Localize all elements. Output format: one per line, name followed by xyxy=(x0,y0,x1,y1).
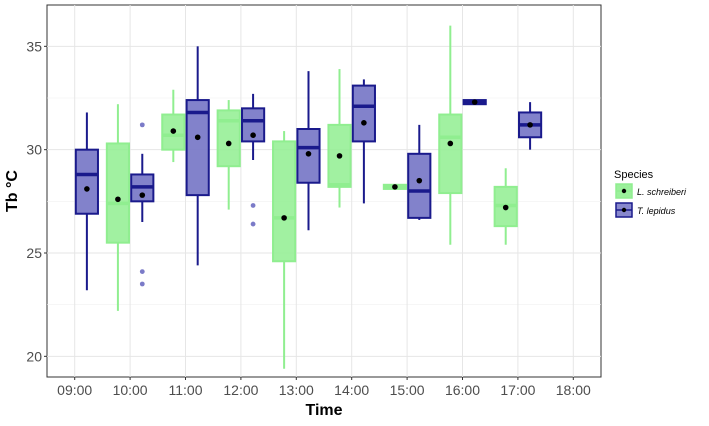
mean-point xyxy=(139,192,146,198)
box-group xyxy=(382,183,407,190)
boxes-layer xyxy=(74,25,543,369)
y-tick-labels: 20 25 30 35 xyxy=(26,38,47,364)
outlier-point xyxy=(250,221,256,227)
box-group xyxy=(161,89,186,163)
box-group xyxy=(296,71,321,231)
mean-point xyxy=(305,151,312,157)
legend-label: T. lepidus xyxy=(637,206,676,216)
x-tick-label: 15:00 xyxy=(390,382,425,398)
box-iqr xyxy=(216,109,241,168)
box-group xyxy=(518,102,543,150)
mean-point xyxy=(225,140,232,147)
box-iqr xyxy=(241,107,266,143)
grid-lines xyxy=(47,5,601,377)
box-iqr xyxy=(185,99,210,197)
outlier-point xyxy=(250,203,256,208)
mean-point xyxy=(84,186,90,192)
outlier-point xyxy=(139,122,145,128)
x-axis-title: Time xyxy=(305,402,342,419)
legend-key-mean xyxy=(621,207,627,213)
mean-point xyxy=(392,184,398,190)
x-tick-label: 16:00 xyxy=(445,382,480,398)
mean-point xyxy=(416,177,423,184)
x-tick-label: 14:00 xyxy=(334,382,369,398)
box-group xyxy=(327,69,352,208)
y-tick-label: 20 xyxy=(26,348,42,364)
x-tick-labels: 09:00 10:00 11:00 12:00 13:00 14:00 15:00 16:00… xyxy=(57,377,591,398)
mean-point xyxy=(281,215,287,221)
legend-key-mean xyxy=(621,188,627,194)
box-group xyxy=(493,168,518,245)
box-iqr xyxy=(438,113,463,195)
box-group xyxy=(74,112,99,291)
x-tick-label: 13:00 xyxy=(279,382,314,398)
mean-point xyxy=(502,204,509,211)
box-group xyxy=(438,25,463,245)
box-group xyxy=(185,46,210,266)
legend-title: Species xyxy=(614,169,654,181)
box-group xyxy=(216,100,241,210)
legend-keys: L. schreiberi T. lepidus xyxy=(615,183,687,218)
mean-point xyxy=(170,128,177,134)
box-group xyxy=(407,124,432,220)
y-tick-label: 30 xyxy=(26,142,42,158)
box-group xyxy=(351,79,376,204)
box-iqr xyxy=(407,152,432,219)
x-tick-label: 18:00 xyxy=(556,382,591,398)
legend: Species L. schreiberi T. lepidus xyxy=(614,169,687,218)
mean-point xyxy=(250,132,256,138)
legend-label: L. schreiberi xyxy=(637,187,687,197)
mean-point xyxy=(447,140,454,147)
x-tick-label: 17:00 xyxy=(500,382,535,398)
y-tick-label: 25 xyxy=(26,245,42,261)
box-group xyxy=(462,99,487,106)
mean-point xyxy=(361,120,367,126)
box-iqr xyxy=(74,148,99,215)
mean-point xyxy=(115,196,121,203)
x-tick-label: 11:00 xyxy=(169,382,203,398)
x-tick-label: 12:00 xyxy=(223,382,258,398)
box-iqr xyxy=(351,84,376,143)
mean-point xyxy=(194,134,201,141)
box-group xyxy=(241,93,266,227)
mean-point xyxy=(336,153,343,159)
box-iqr xyxy=(105,142,130,244)
y-axis-title: Tb °C xyxy=(4,170,21,212)
y-tick-label: 35 xyxy=(26,38,42,54)
box-group xyxy=(105,104,130,311)
outlier-point xyxy=(139,281,145,287)
box-iqr xyxy=(272,140,297,263)
box-group xyxy=(272,131,297,369)
box-group xyxy=(130,122,155,287)
x-tick-label: 10:00 xyxy=(113,382,148,398)
mean-point xyxy=(527,122,533,128)
x-tick-label: 09:00 xyxy=(57,382,92,398)
mean-point xyxy=(471,99,478,105)
outlier-point xyxy=(139,269,145,274)
